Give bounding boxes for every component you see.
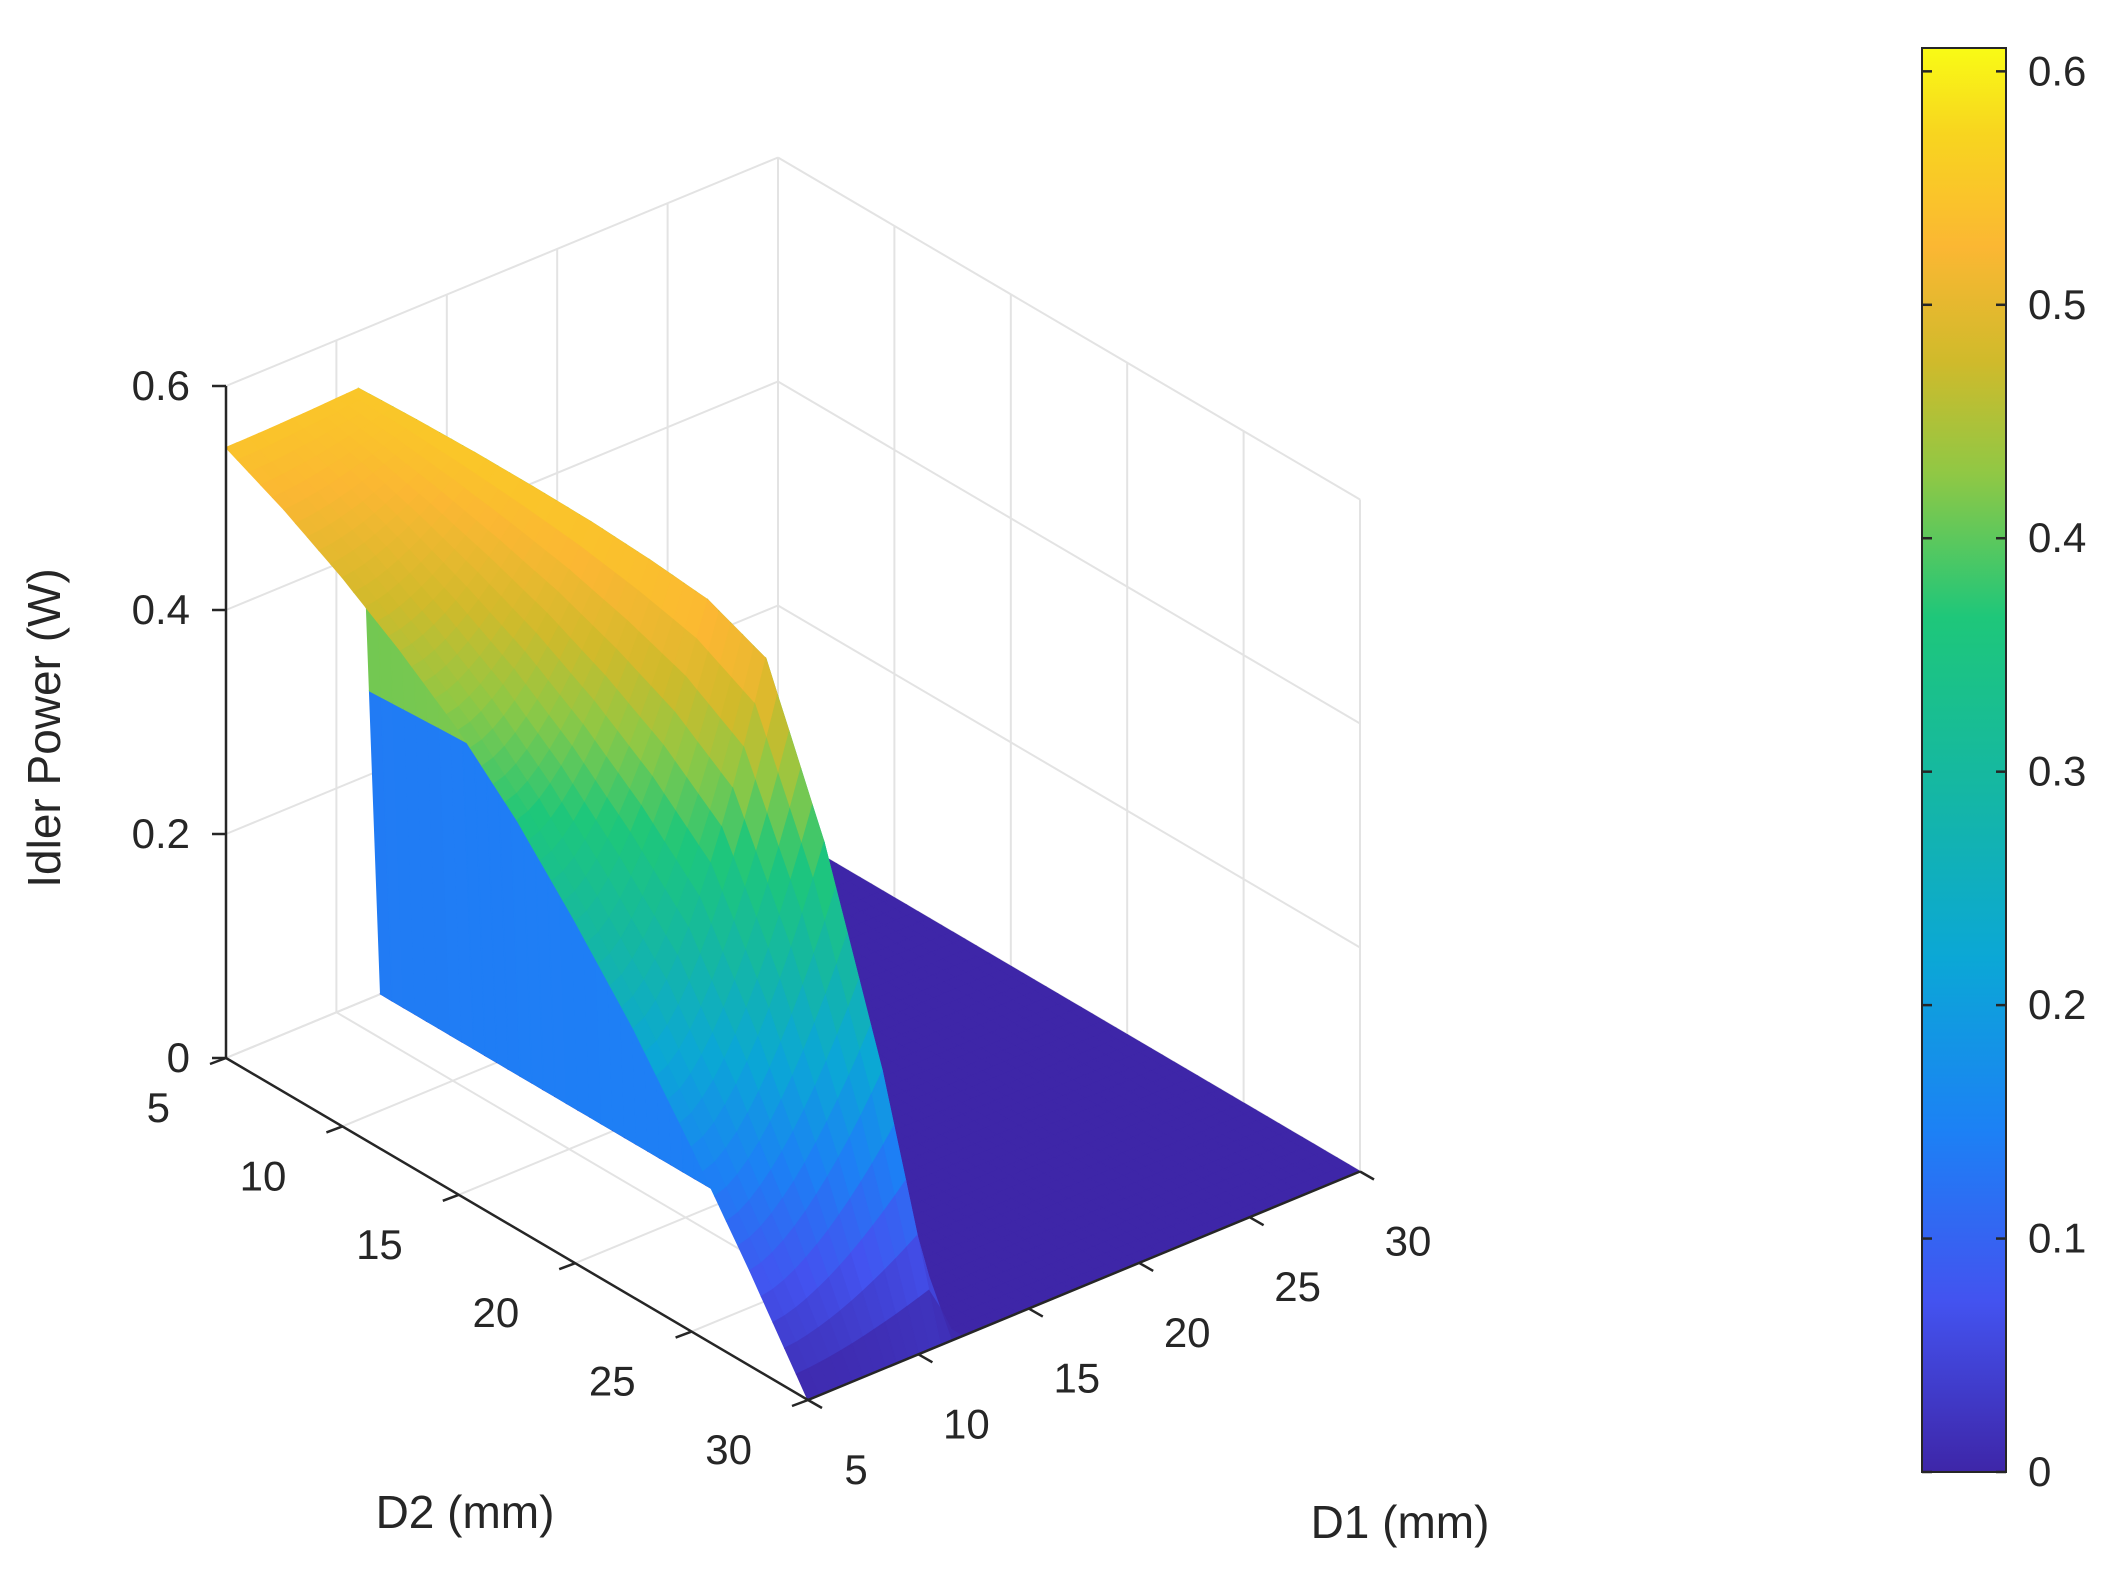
- x-tick-label: 5: [844, 1446, 867, 1493]
- x-axis-line: [807, 1170, 1361, 1402]
- y-axis-line: [225, 1056, 809, 1402]
- y-axis-label: D2 (mm): [376, 1486, 555, 1538]
- grid-line: [225, 156, 779, 387]
- y-tick-label: 15: [356, 1221, 403, 1268]
- x-tick-mark: [1359, 1170, 1375, 1181]
- colorbar-tick-label: 0.6: [2028, 47, 2086, 94]
- colorbar-tick-label: 0.3: [2028, 748, 2086, 795]
- y-tick-mark: [325, 1125, 343, 1134]
- colorbar-tick-label: 0.4: [2028, 514, 2086, 561]
- y-tick-label: 20: [472, 1289, 519, 1336]
- y-tick-mark: [442, 1193, 460, 1202]
- x-tick-mark: [1028, 1307, 1044, 1318]
- y-tick-label: 5: [147, 1084, 170, 1131]
- y-tick-label: 30: [705, 1426, 752, 1473]
- x-tick-label: 25: [1274, 1263, 1321, 1310]
- surface: [224, 387, 1362, 1401]
- colorbar-tick-label: 0.1: [2028, 1215, 2086, 1262]
- z-tick-label: 0.4: [132, 586, 190, 633]
- colorbar-tick-label: 0.5: [2028, 281, 2086, 328]
- axes: 0 0.2 0.4 0.6 5 10 15 20 25 30 5 10 15 20 25 30: [132, 362, 1432, 1493]
- colorbar: 0 0.1 0.2 0.3 0.4 0.5 0.6: [1921, 47, 2086, 1495]
- x-tick-mark: [807, 1398, 823, 1410]
- grid-line: [777, 156, 1361, 501]
- y-tick-label: 25: [589, 1358, 636, 1405]
- x-tick-label: 30: [1385, 1218, 1432, 1265]
- z-tick-label: 0: [167, 1034, 190, 1081]
- colorbar-tick-label: 0: [2028, 1448, 2051, 1495]
- x-tick-label: 20: [1164, 1309, 1211, 1356]
- y-tick-mark: [209, 1056, 227, 1066]
- z-axis-label: Idler Power (W): [18, 568, 70, 887]
- z-tick-label: 0.2: [132, 810, 190, 857]
- y-tick-label: 10: [240, 1152, 287, 1199]
- axis-labels: Idler Power (W) D2 (mm) D1 (mm): [18, 568, 1489, 1548]
- y-tick-mark: [675, 1330, 693, 1339]
- colorbar-tick-label: 0.2: [2028, 981, 2086, 1028]
- x-tick-mark: [1248, 1216, 1265, 1227]
- x-tick-mark: [917, 1353, 934, 1364]
- x-tick-label: 15: [1053, 1355, 1100, 1402]
- x-tick-mark: [1138, 1261, 1154, 1272]
- colorbar-gradient: [1921, 47, 2007, 1473]
- x-axis-label: D1 (mm): [1311, 1496, 1490, 1548]
- z-tick-label: 0.6: [132, 362, 190, 409]
- grid-line: [777, 380, 1361, 725]
- x-tick-label: 10: [943, 1400, 990, 1447]
- y-tick-mark: [558, 1262, 576, 1271]
- y-tick-mark: [791, 1398, 809, 1408]
- grid-line: [777, 604, 1361, 949]
